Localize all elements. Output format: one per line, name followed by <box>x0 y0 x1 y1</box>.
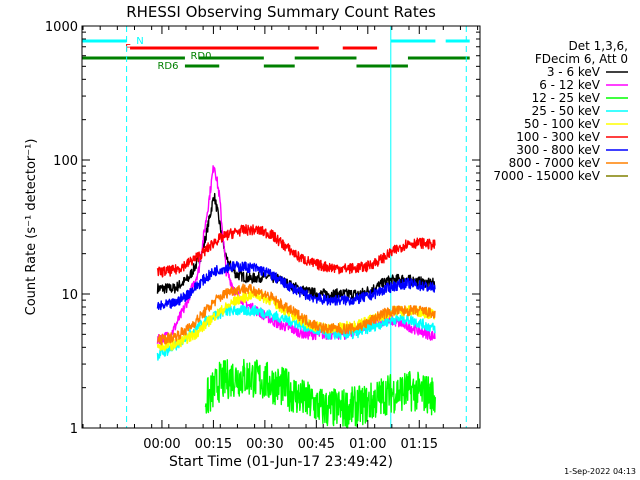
legend-header: FDecim 6, Att 0 <box>535 52 628 66</box>
x-axis-label: Start Time (01-Jun-17 23:49:42) <box>169 454 393 470</box>
x-tick-label: 01:15 <box>401 437 438 452</box>
series-line <box>204 358 436 429</box>
legend-entry-label: 800 - 7000 keV <box>509 156 601 170</box>
series-line <box>157 283 436 346</box>
y-tick-label: 1 <box>70 422 78 437</box>
legend-entry-label: 50 - 100 keV <box>524 117 601 131</box>
vertical-markers <box>126 26 467 428</box>
x-tick-label: 00:30 <box>246 437 283 452</box>
series-lines <box>156 165 436 429</box>
legend-entry-label: 3 - 6 keV <box>547 65 601 79</box>
series-line <box>156 224 436 278</box>
legend-entry-label: 25 - 50 keV <box>532 104 601 118</box>
axes: 1 10 100 1000 00:00 00:15 00:30 00:45 01:00 01:15 <box>45 20 480 452</box>
series-line <box>156 260 436 311</box>
y-tick-label: 100 <box>53 154 78 169</box>
flag-label-n: N <box>136 36 143 47</box>
flag-label-f: F <box>125 43 131 54</box>
flag-bars: NF RD0 RD6 <box>82 36 470 72</box>
x-tick-label: 00:45 <box>298 437 335 452</box>
chart-title: RHESSI Observing Summary Count Rates <box>126 3 436 21</box>
legend-entry-label: 12 - 25 keV <box>532 91 601 105</box>
legend-entry-label: 6 - 12 keV <box>539 78 601 92</box>
y-axis-label: Count Rate (s⁻¹ detector⁻¹) <box>24 139 39 316</box>
x-tick-label: 00:15 <box>195 437 232 452</box>
x-tick-label: 00:00 <box>143 437 180 452</box>
x-tick-label: 01:00 <box>349 437 386 452</box>
legend-entry-label: 300 - 800 keV <box>516 143 600 157</box>
flag-label-rd6: RD6 <box>157 61 178 72</box>
footer-timestamp: 1-Sep-2022 04:13 <box>564 467 636 476</box>
y-tick-label: 10 <box>61 288 78 303</box>
legend-entry-label: 7000 - 15000 keV <box>493 169 600 183</box>
legend-header: Det 1,3,6, <box>569 39 629 53</box>
y-tick-label: 1000 <box>45 20 78 35</box>
plot-frame <box>81 25 481 429</box>
flag-label-rd0: RD0 <box>190 51 211 62</box>
legend-entry-label: 100 - 300 keV <box>516 130 600 144</box>
